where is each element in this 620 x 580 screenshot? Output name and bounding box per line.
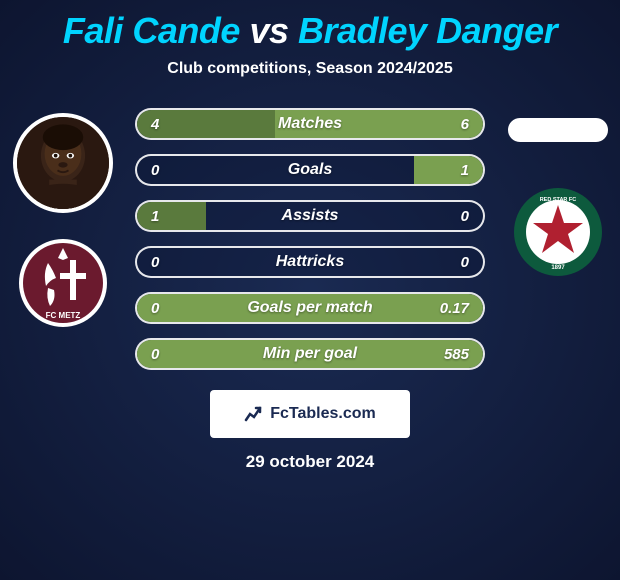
svg-text:1897: 1897 (551, 265, 565, 271)
stat-label: Goals per match (137, 299, 483, 317)
stat-value-p1: 0 (151, 254, 159, 271)
comparison-panel: FC METZ Matches46Goals01Assists10Hattric… (0, 108, 620, 370)
stat-label: Assists (137, 207, 483, 225)
player2-photo (508, 118, 608, 142)
stat-value-p2: 6 (461, 116, 469, 133)
stat-value-p1: 1 (151, 208, 159, 225)
brand-footer: FcTables.com (210, 390, 410, 438)
vs-text: vs (249, 10, 288, 51)
stat-label: Hattricks (137, 253, 483, 271)
player1-photo (13, 113, 113, 213)
stat-row: Goals0 1 (135, 154, 485, 186)
stat-row: Min per goal0 585 (135, 338, 485, 370)
player1-column: FC METZ (0, 108, 125, 328)
date-text: 29 october 2024 (0, 452, 620, 472)
stat-row: Assists1 0 (135, 200, 485, 232)
subtitle: Club competitions, Season 2024/2025 (0, 60, 620, 78)
stat-value-p1: 0 (151, 300, 159, 317)
player1-club-logo: FC METZ (18, 238, 108, 328)
stat-label: Goals (137, 161, 483, 179)
player2-column: RED STAR FC 1897 (495, 108, 620, 277)
stat-row: Hattricks0 0 (135, 246, 485, 278)
stat-row: Goals per match0 0.17 (135, 292, 485, 324)
stat-value-p1: 0 (151, 162, 159, 179)
stat-value-p2: 0.17 (440, 300, 469, 317)
stat-value-p2: 0 (461, 208, 469, 225)
stats-list: Matches46Goals01Assists10Hattricks00Goal… (125, 108, 495, 370)
stat-value-p2: 0 (461, 254, 469, 271)
stat-label: Matches (137, 115, 483, 133)
stat-value-p2: 1 (461, 162, 469, 179)
svg-text:FC METZ: FC METZ (45, 311, 80, 320)
stat-value-p2: 585 (444, 346, 469, 363)
brand-text: FcTables.com (270, 405, 376, 423)
stat-label: Min per goal (137, 345, 483, 363)
comparison-title: Fali Cande vs Bradley Danger (0, 0, 620, 52)
stat-row: Matches4 6 (135, 108, 485, 140)
player2-club-logo: RED STAR FC 1897 (513, 187, 603, 277)
stat-value-p1: 0 (151, 346, 159, 363)
player1-name: Fali Cande (63, 10, 240, 51)
stat-value-p1: 4 (151, 116, 159, 133)
player2-name: Bradley Danger (298, 10, 557, 51)
brand-icon (244, 404, 264, 424)
svg-text:RED STAR FC: RED STAR FC (539, 197, 576, 203)
